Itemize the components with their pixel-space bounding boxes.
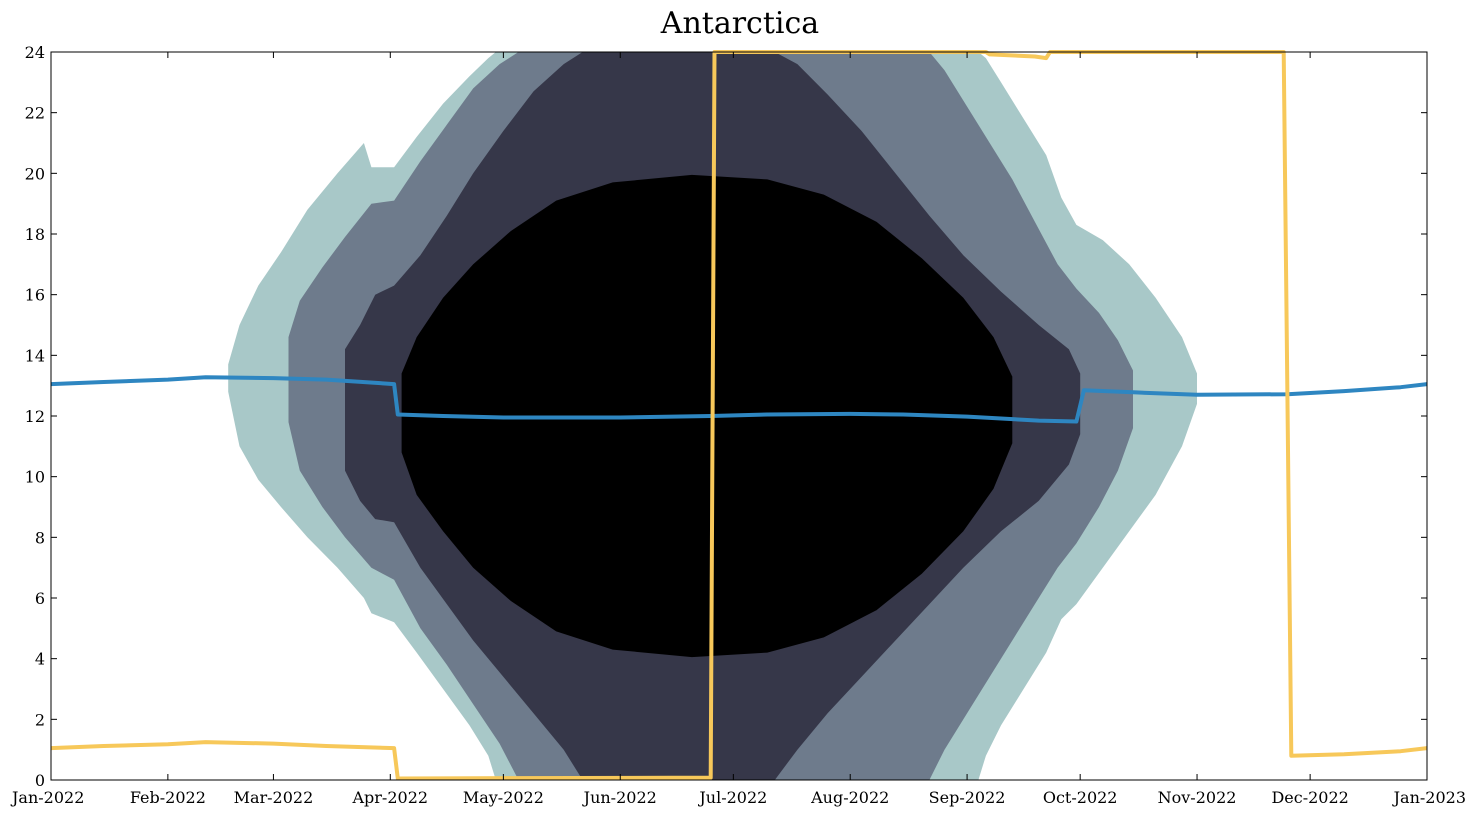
x-tick-label: Aug-2022 — [810, 788, 889, 807]
y-tick-label: 12 — [25, 407, 45, 426]
x-tick-label: Jun-2022 — [582, 788, 657, 807]
y-tick-label: 20 — [25, 164, 45, 183]
y-tick-label: 24 — [25, 43, 45, 62]
y-tick-label: 0 — [35, 771, 45, 790]
x-axis: Jan-2022 Feb-2022 Mar-2022 Apr-2022 May-2022… — [10, 52, 1466, 807]
x-tick-label: Jul-2022 — [697, 788, 767, 807]
x-tick-label: Feb-2022 — [130, 788, 206, 807]
x-tick-label: Dec-2022 — [1271, 788, 1348, 807]
y-tick-label: 6 — [35, 589, 45, 608]
x-tick-label: Jan-2022 — [10, 788, 84, 807]
noon-line — [50, 375, 1428, 424]
plot-area — [50, 50, 1428, 781]
x-tick-label: Sep-2022 — [929, 788, 1006, 807]
y-tick-label: 14 — [25, 346, 45, 365]
x-tick-label: Apr-2022 — [351, 788, 428, 807]
x-tick-label: Oct-2022 — [1043, 788, 1118, 807]
x-tick-label: Mar-2022 — [234, 788, 314, 807]
y-tick-label: 16 — [25, 286, 45, 305]
y-tick-label: 18 — [25, 225, 45, 244]
y-tick-label: 4 — [35, 650, 45, 669]
chart-title: Antarctica — [660, 6, 820, 41]
y-tick-label: 2 — [35, 710, 45, 729]
x-tick-label: Jan-2023 — [1392, 788, 1466, 807]
x-tick-label: Nov-2022 — [1158, 788, 1237, 807]
x-tick-label: May-2022 — [463, 788, 544, 807]
y-tick-label: 10 — [25, 468, 45, 487]
y-tick-label: 22 — [25, 104, 45, 123]
y-tick-label: 8 — [35, 528, 45, 547]
